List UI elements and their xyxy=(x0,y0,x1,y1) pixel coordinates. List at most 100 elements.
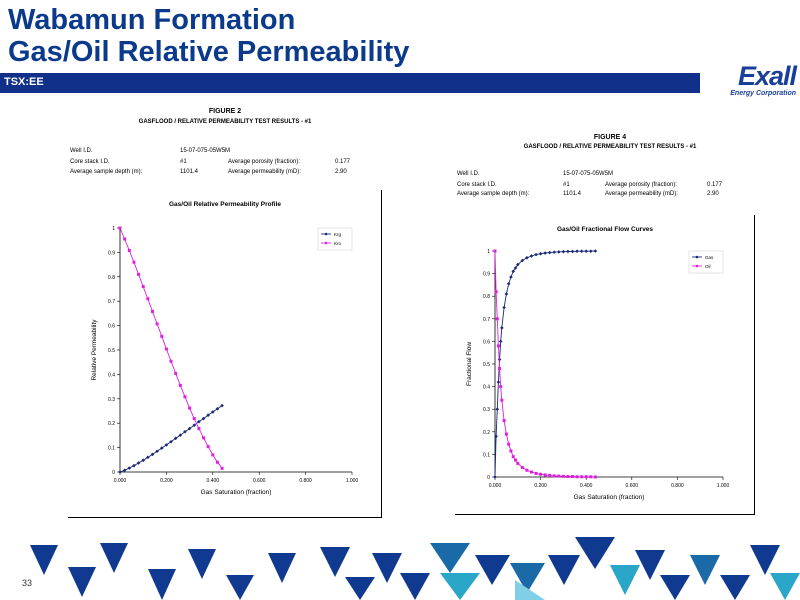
legend-marker-gas xyxy=(695,255,699,259)
x-axis-label: Gas Saturation (fraction) xyxy=(201,489,272,496)
x-tick-label: 0.800 xyxy=(671,483,684,489)
figure4-depth-label: Average sample depth (m): xyxy=(457,191,530,197)
data-point-oil xyxy=(499,385,503,389)
data-point-gas xyxy=(525,255,529,260)
deco-triangle xyxy=(660,575,690,600)
data-point-kro xyxy=(183,395,187,399)
data-point-oil xyxy=(511,455,515,459)
data-point-oil xyxy=(509,449,513,453)
data-point-oil xyxy=(498,367,502,371)
company-logo: Exall Energy Corporation xyxy=(720,62,798,102)
data-point-krg xyxy=(164,443,169,447)
data-point-oil xyxy=(500,398,504,402)
data-point-oil xyxy=(493,249,497,253)
figure2-perm-label: Average permeability (mD): xyxy=(228,169,301,175)
x-tick-label: 1.000 xyxy=(717,483,730,489)
deco-triangle xyxy=(635,550,665,580)
decorative-triangle-band xyxy=(30,537,800,600)
data-point-oil xyxy=(571,475,575,479)
figure2-perm: 2.90 xyxy=(335,169,347,175)
deco-triangle xyxy=(345,577,375,600)
y-tick-label: 0.4 xyxy=(108,372,115,378)
figure2-core-stack-label: Core stack I.D. xyxy=(70,159,110,165)
data-point-kro xyxy=(215,460,219,464)
data-point-kro xyxy=(137,272,141,276)
y-axis-label: Relative Permeability xyxy=(91,319,98,381)
x-tick-label: 0.600 xyxy=(626,483,639,489)
data-point-gas xyxy=(500,326,504,330)
x-tick-label: 0.000 xyxy=(489,483,502,489)
x-axis-label: Gas Saturation (fraction) xyxy=(574,494,645,501)
figure2-chart-frame xyxy=(68,190,382,518)
y-tick-label: 1 xyxy=(487,249,490,255)
y-tick-label: 0.7 xyxy=(108,299,115,305)
data-point-gas xyxy=(575,249,579,254)
deco-triangle xyxy=(475,555,510,585)
deco-triangle xyxy=(720,575,750,600)
ticker-label: TSX:EE xyxy=(4,76,44,88)
series-line-kro xyxy=(119,227,223,469)
data-point-kro xyxy=(197,427,201,431)
data-point-gas xyxy=(547,250,552,255)
data-point-kro xyxy=(141,285,145,289)
figure2-label: FIGURE 2 xyxy=(208,108,242,115)
figure2-well-id-label: Well I.D. xyxy=(70,148,93,154)
figure2-panel: FIGURE 2 GASFLOOD / RELATIVE PERMEABILIT… xyxy=(60,98,390,523)
x-tick-label: 0.400 xyxy=(207,478,220,484)
y-tick-label: 1 xyxy=(112,226,115,232)
data-point-gas xyxy=(552,250,557,254)
data-point-oil xyxy=(495,317,499,321)
page-number: 33 xyxy=(22,578,33,588)
slide-title: Wabamun Formation Gas/Oil Relative Perme… xyxy=(8,4,409,68)
data-point-oil xyxy=(584,475,588,479)
figure4-chart-frame xyxy=(455,215,755,515)
data-point-oil xyxy=(543,473,547,477)
deco-triangle xyxy=(690,555,720,585)
legend-marker-oil xyxy=(695,264,699,268)
data-point-gas xyxy=(570,249,575,254)
data-point-oil xyxy=(514,458,518,462)
data-point-gas xyxy=(561,249,566,254)
data-point-kro xyxy=(206,445,210,449)
figure4-perm-label: Average permeability (mD): xyxy=(605,191,678,197)
data-point-gas xyxy=(534,252,538,257)
legend-marker-krg xyxy=(324,232,328,236)
figure4-depth: 1101.4 xyxy=(563,191,581,197)
deco-triangle xyxy=(372,553,402,583)
data-point-oil xyxy=(539,472,543,476)
data-point-kro xyxy=(118,226,122,230)
data-point-kro xyxy=(202,436,206,440)
logo-wordmark: Exall xyxy=(737,61,797,91)
figure4-perm: 2.90 xyxy=(707,191,719,197)
data-point-oil xyxy=(593,475,597,479)
figure4-panel: FIGURE 4 GASFLOOD / RELATIVE PERMEABILIT… xyxy=(445,126,775,521)
figure4-porosity-label: Average porosity (fraction): xyxy=(605,182,677,188)
figure2-depth: 1101.4 xyxy=(180,169,198,175)
data-point-kro xyxy=(132,260,136,264)
data-point-gas xyxy=(557,250,561,254)
deco-triangle xyxy=(440,573,480,600)
deco-triangle xyxy=(430,543,470,573)
deco-triangle xyxy=(320,547,350,577)
data-point-gas xyxy=(513,266,518,270)
x-tick-label: 0.200 xyxy=(534,483,547,489)
x-tick-label: 0.400 xyxy=(580,483,593,489)
data-point-krg xyxy=(122,468,127,473)
data-point-krg xyxy=(183,429,187,434)
y-tick-label: 0.9 xyxy=(483,272,490,278)
figure4-label: FIGURE 4 xyxy=(593,134,627,141)
data-point-kro xyxy=(174,371,178,375)
data-point-krg xyxy=(169,439,173,444)
data-point-gas xyxy=(495,407,500,411)
y-tick-label: 0.1 xyxy=(108,446,115,452)
data-point-gas xyxy=(496,380,501,384)
fractional-flow-chart: Gas/Oil Fractional Flow Curves 0 0.1 0.2 0.3… xyxy=(466,226,730,501)
data-point-oil xyxy=(566,475,570,479)
data-point-oil xyxy=(589,475,593,479)
legend-marker-kro xyxy=(324,241,328,245)
y-tick-label: 0 xyxy=(112,470,115,476)
data-point-gas xyxy=(506,281,511,286)
data-point-kro xyxy=(178,383,182,387)
data-point-kro xyxy=(160,334,164,338)
data-point-krg xyxy=(136,461,141,465)
